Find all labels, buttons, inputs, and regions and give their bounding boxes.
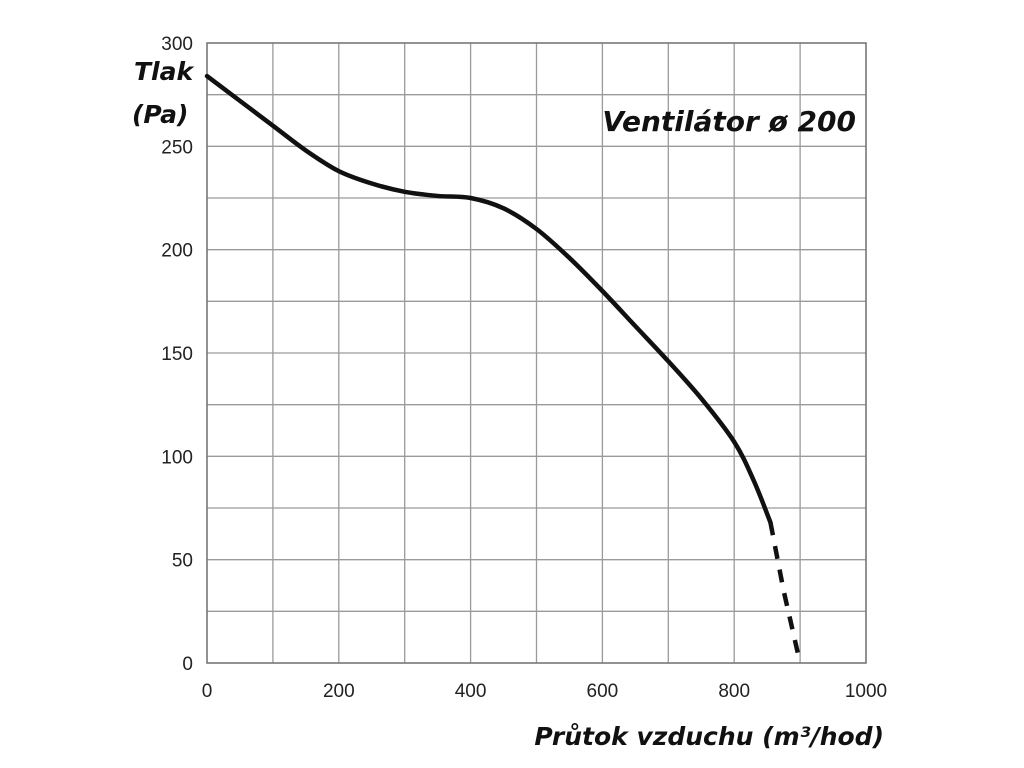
grid — [207, 43, 866, 663]
y-axis-label-line1: Tlak — [134, 57, 194, 86]
y-tick-label: 150 — [161, 344, 193, 365]
series-group — [204, 73, 803, 664]
chart-title: Ventilátor ø 200 — [602, 105, 856, 138]
x-tick-label: 1000 — [845, 681, 887, 702]
x-tick-label: 800 — [718, 681, 750, 702]
x-tick-label: 0 — [202, 681, 213, 702]
plot-frame — [206, 42, 867, 664]
x-tick-labels: 0 200 400 600 800 1000 — [202, 681, 887, 702]
x-tick-label: 400 — [455, 681, 487, 702]
x-axis-label: Průtok vzduchu (m³/hod) — [534, 722, 884, 751]
fan-curve-solid — [204, 73, 773, 525]
y-tick-labels: 0 50 100 150 200 250 300 — [161, 34, 193, 675]
fan-curve-dashed — [768, 522, 803, 664]
y-tick-label: 200 — [161, 241, 193, 262]
y-tick-label: 300 — [161, 34, 193, 55]
y-tick-label: 0 — [182, 654, 193, 675]
y-axis-label-line2: (Pa) — [132, 100, 188, 129]
x-tick-label: 600 — [587, 681, 619, 702]
y-tick-label: 100 — [161, 447, 193, 468]
y-tick-label: 250 — [161, 137, 193, 158]
y-tick-label: 50 — [172, 551, 193, 572]
x-tick-label: 200 — [323, 681, 355, 702]
